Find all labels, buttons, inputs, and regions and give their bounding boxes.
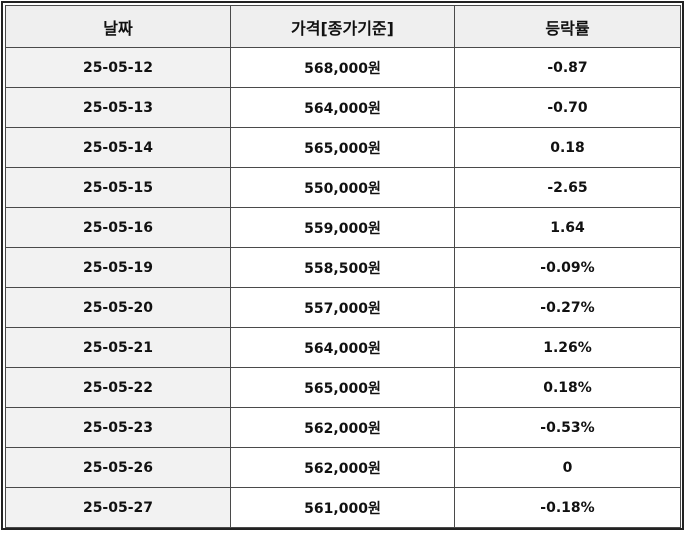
price-cell: 564,000원 [230, 327, 455, 368]
rate-cell: 1.26% [454, 327, 681, 368]
table-row: 25-05-12 568,000원 -0.87 [5, 47, 681, 88]
date-cell: 25-05-16 [5, 207, 231, 248]
table-row: 25-05-27 561,000원 -0.18% [5, 487, 681, 528]
price-column-header: 가격[종가기준] [230, 5, 455, 48]
price-cell: 568,000원 [230, 47, 455, 88]
date-cell: 25-05-20 [5, 287, 231, 328]
table-row: 25-05-19 558,500원 -0.09% [5, 247, 681, 288]
rate-cell: -0.09% [454, 247, 681, 288]
rate-cell: 1.64 [454, 207, 681, 248]
price-cell: 564,000원 [230, 87, 455, 128]
table-row: 25-05-20 557,000원 -0.27% [5, 287, 681, 328]
price-cell: 561,000원 [230, 487, 455, 528]
rate-column-header: 등락률 [454, 5, 681, 48]
date-cell: 25-05-15 [5, 167, 231, 208]
price-cell: 562,000원 [230, 407, 455, 448]
rate-cell: -0.18% [454, 487, 681, 528]
header-row: 날짜 가격[종가기준] 등락률 [5, 5, 681, 48]
table-row: 25-05-15 550,000원 -2.65 [5, 167, 681, 208]
table-row: 25-05-22 565,000원 0.18% [5, 367, 681, 408]
date-cell: 25-05-23 [5, 407, 231, 448]
rate-cell: -0.27% [454, 287, 681, 328]
rate-cell: -2.65 [454, 167, 681, 208]
table-row: 25-05-21 564,000원 1.26% [5, 327, 681, 368]
table-row: 25-05-23 562,000원 -0.53% [5, 407, 681, 448]
date-column-header: 날짜 [5, 5, 231, 48]
table-row: 25-05-14 565,000원 0.18 [5, 127, 681, 168]
price-cell: 550,000원 [230, 167, 455, 208]
price-cell: 559,000원 [230, 207, 455, 248]
date-cell: 25-05-26 [5, 447, 231, 488]
table-row: 25-05-16 559,000원 1.64 [5, 207, 681, 248]
rate-cell: 0.18% [454, 367, 681, 408]
date-cell: 25-05-13 [5, 87, 231, 128]
price-cell: 565,000원 [230, 367, 455, 408]
table-row: 25-05-13 564,000원 -0.70 [5, 87, 681, 128]
price-cell: 558,500원 [230, 247, 455, 288]
date-cell: 25-05-19 [5, 247, 231, 288]
price-cell: 557,000원 [230, 287, 455, 328]
rate-cell: 0.18 [454, 127, 681, 168]
date-cell: 25-05-12 [5, 47, 231, 88]
price-cell: 565,000원 [230, 127, 455, 168]
date-cell: 25-05-21 [5, 327, 231, 368]
price-cell: 562,000원 [230, 447, 455, 488]
date-cell: 25-05-27 [5, 487, 231, 528]
date-cell: 25-05-14 [5, 127, 231, 168]
rate-cell: 0 [454, 447, 681, 488]
date-cell: 25-05-22 [5, 367, 231, 408]
rate-cell: -0.87 [454, 47, 681, 88]
rate-cell: -0.53% [454, 407, 681, 448]
table-row: 25-05-26 562,000원 0 [5, 447, 681, 488]
stock-price-table: 날짜 가격[종가기준] 등락률 25-05-12 568,000원 -0.87 … [5, 5, 681, 528]
rate-cell: -0.70 [454, 87, 681, 128]
